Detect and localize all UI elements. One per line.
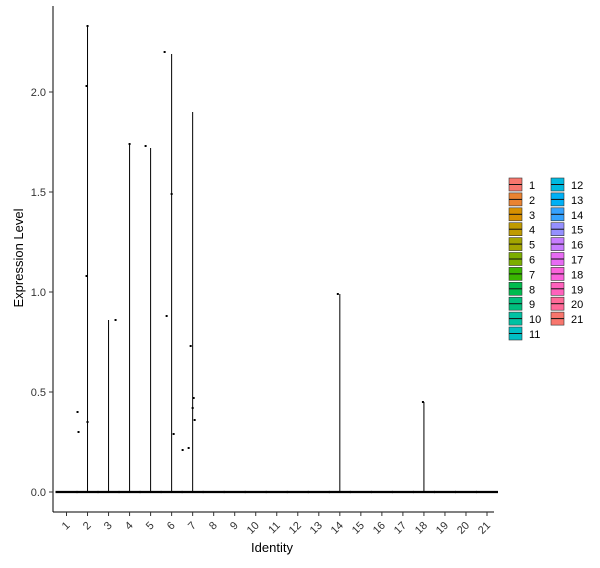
data-point <box>165 315 168 317</box>
data-point <box>85 85 88 87</box>
x-tick-label: 17 <box>392 520 409 537</box>
x-tick-label: 15 <box>350 520 367 537</box>
x-tick-label: 21 <box>476 520 493 537</box>
legend-label: 19 <box>571 284 583 296</box>
data-point <box>85 275 88 277</box>
legend-label: 4 <box>529 225 535 237</box>
x-tick-label: 20 <box>455 520 472 537</box>
legend-label: 6 <box>529 255 535 267</box>
x-tick-label: 13 <box>308 520 325 537</box>
x-tick-label: 4 <box>123 520 136 533</box>
x-tick-label: 7 <box>186 520 199 533</box>
legend-label: 9 <box>529 299 535 311</box>
y-axis-title: Expression Level <box>11 208 26 307</box>
legend-label: 17 <box>571 255 583 267</box>
data-point <box>144 145 147 147</box>
legend-label: 2 <box>529 195 535 207</box>
data-point <box>192 397 195 399</box>
data-point <box>421 401 424 403</box>
data-point <box>170 193 173 195</box>
data-point <box>191 407 194 409</box>
x-axis-title: Identity <box>251 540 293 555</box>
x-tick-label: 8 <box>207 520 220 533</box>
y-tick-label: 0.5 <box>31 387 46 399</box>
legend-label: 7 <box>529 269 535 281</box>
legend-label: 18 <box>571 269 583 281</box>
legend-label: 3 <box>529 210 535 222</box>
x-tick-label: 6 <box>165 520 178 533</box>
data-point <box>128 143 131 145</box>
x-tick-label: 11 <box>266 520 283 537</box>
data-point <box>86 25 89 27</box>
data-point <box>77 431 80 433</box>
data-point <box>187 447 190 449</box>
data-point <box>163 51 166 53</box>
x-tick-label: 16 <box>371 520 388 537</box>
legend-label: 20 <box>571 299 583 311</box>
legend-label: 21 <box>571 314 583 326</box>
x-tick-label: 1 <box>60 520 73 533</box>
data-point <box>114 319 117 321</box>
x-tick-label: 14 <box>329 520 346 537</box>
legend-label: 14 <box>571 210 583 222</box>
legend-label: 15 <box>571 225 583 237</box>
legend-label: 16 <box>571 240 583 252</box>
data-point <box>336 293 339 295</box>
x-tick-label: 19 <box>434 520 451 537</box>
x-tick-label: 2 <box>81 520 94 533</box>
x-tick-label: 9 <box>228 520 241 533</box>
y-tick-label: 0.0 <box>31 487 46 499</box>
data-point <box>76 411 79 413</box>
x-tick-label: 3 <box>102 520 115 533</box>
data-point <box>181 449 184 451</box>
legend-label: 5 <box>529 240 535 252</box>
legend-label: 10 <box>529 314 541 326</box>
data-point <box>189 345 192 347</box>
legend-label: 1 <box>529 180 535 192</box>
legend-label: 11 <box>529 329 540 341</box>
data-point <box>86 421 89 423</box>
x-tick-label: 5 <box>144 520 157 533</box>
y-tick-label: 1.0 <box>31 287 46 299</box>
y-tick-label: 1.5 <box>31 187 46 199</box>
legend-label: 12 <box>571 180 583 192</box>
y-tick-label: 2.0 <box>31 87 46 99</box>
x-tick-label: 10 <box>245 520 262 537</box>
legend-label: 8 <box>529 284 535 296</box>
data-point <box>172 433 175 435</box>
plot-area: 0.00.51.01.52.01 2 3 4 5 6 7 8 9 10 11 12 13 14 15 16 17… <box>31 6 498 537</box>
x-tick-label: 12 <box>287 520 304 537</box>
x-tick-label: 18 <box>413 520 430 537</box>
data-point <box>193 419 196 421</box>
legend-label: 13 <box>571 195 583 207</box>
